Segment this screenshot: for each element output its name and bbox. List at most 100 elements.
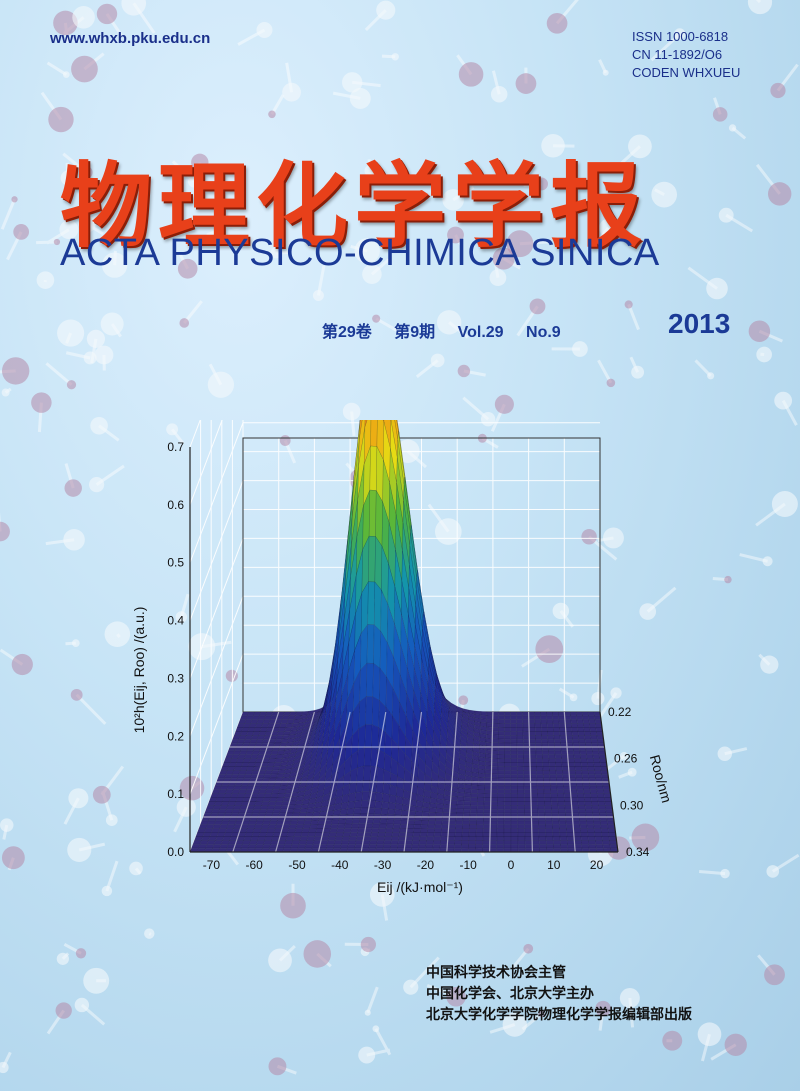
surface-cell [577, 731, 585, 736]
surface-cell [382, 420, 385, 423]
surface-cell [307, 802, 316, 809]
surface-cell [251, 832, 261, 837]
surface-cell [497, 809, 505, 814]
surface-cell [510, 738, 518, 744]
surface-cell [587, 832, 596, 837]
surface-cell [587, 766, 595, 771]
surface-cell [510, 758, 518, 763]
surface-cell [477, 777, 486, 782]
surface-cell [373, 624, 381, 669]
surface-cell [497, 801, 505, 806]
surface-cell [448, 828, 456, 833]
surface-cell [587, 711, 595, 717]
molecule-atom [591, 691, 605, 706]
surface-cell [492, 715, 499, 720]
surface-cell [517, 809, 525, 814]
molecule-bond [597, 359, 613, 384]
surface-cell [470, 793, 478, 798]
surface-cell [391, 832, 400, 837]
surface-cell [359, 420, 363, 440]
surface-cell [491, 773, 499, 779]
surface-cell [516, 750, 524, 755]
surface-cell [522, 723, 530, 728]
surface-cell [575, 770, 583, 775]
surface-cell [378, 823, 387, 829]
molecule-atom [13, 224, 30, 240]
surface-cell [388, 802, 397, 810]
surface-cell [550, 789, 558, 794]
molecule-atom [349, 87, 371, 109]
surface-cell [491, 758, 499, 763]
molecule-atom [83, 967, 110, 994]
molecule-atom [0, 1061, 9, 1074]
molecule-atom [718, 207, 734, 223]
y-tick-label: 0.22 [608, 705, 632, 719]
surface-cell [275, 797, 285, 802]
surface-cell [524, 824, 532, 829]
surface-cell [477, 797, 485, 802]
surface-cell [328, 832, 337, 837]
surface-cell [443, 794, 452, 801]
surface-cell [260, 824, 270, 829]
surface-cell [558, 723, 566, 728]
surface-cell [552, 711, 559, 717]
surface-cell [497, 797, 505, 802]
surface-cell [373, 581, 382, 632]
molecule-atom [354, 238, 380, 264]
surface-cell [382, 793, 390, 803]
surface-cell [333, 843, 342, 849]
surface-cell [558, 820, 567, 825]
surface-cell [468, 844, 476, 849]
surface-cell [536, 766, 544, 771]
molecule-atom [627, 767, 637, 777]
molecule-atom [442, 189, 464, 211]
surface-cell [482, 836, 491, 841]
molecule-atom [489, 269, 507, 287]
surface-cell [292, 836, 302, 841]
surface-cell [566, 836, 575, 841]
surface-cell [304, 844, 314, 849]
surface-cell [367, 581, 376, 626]
surface-cell [589, 723, 597, 728]
molecule-atom [595, 1000, 611, 1017]
surface-cell [497, 793, 505, 798]
surface-cell [524, 805, 532, 810]
surface-cell [567, 750, 575, 755]
surface-cell [485, 734, 493, 739]
surface-cell [240, 844, 250, 849]
molecule-atom [0, 521, 10, 542]
molecule-atom [767, 182, 792, 206]
molecule-atom [101, 252, 128, 278]
surface-cell [503, 832, 512, 837]
left-wall-gridline [189, 420, 223, 506]
surface-cell [536, 758, 543, 763]
surface-cell [496, 832, 505, 837]
molecule-atom [446, 987, 466, 1007]
surface-cell [587, 762, 595, 767]
surface-cell [334, 840, 343, 845]
surface-cell [584, 739, 592, 744]
surface-cell [565, 820, 574, 825]
surface-cell [583, 727, 591, 732]
z-tick-label: 0.4 [167, 614, 184, 628]
molecule-atom [176, 797, 196, 817]
molecule-bond [694, 359, 712, 377]
molecule-atom [774, 391, 793, 410]
surface-cell [484, 765, 492, 771]
surface-cell [604, 801, 613, 806]
surface-cell [433, 836, 442, 841]
surface-cell [497, 805, 505, 810]
molecule-atom [760, 655, 779, 674]
surface-cell [421, 811, 430, 817]
surface-cell [564, 715, 572, 720]
left-wall-gridline [189, 420, 201, 448]
surface-cell [491, 777, 499, 783]
journal-website[interactable]: www.whxb.pku.edu.cn [50, 30, 211, 47]
surface-cell [504, 723, 511, 728]
y-axis-label: Roo/nm [647, 753, 675, 805]
surface-cell [517, 766, 524, 771]
molecule-atom [494, 394, 514, 414]
surface-cell [601, 774, 609, 779]
surface-cell [359, 420, 361, 421]
surface-cell [546, 723, 554, 728]
